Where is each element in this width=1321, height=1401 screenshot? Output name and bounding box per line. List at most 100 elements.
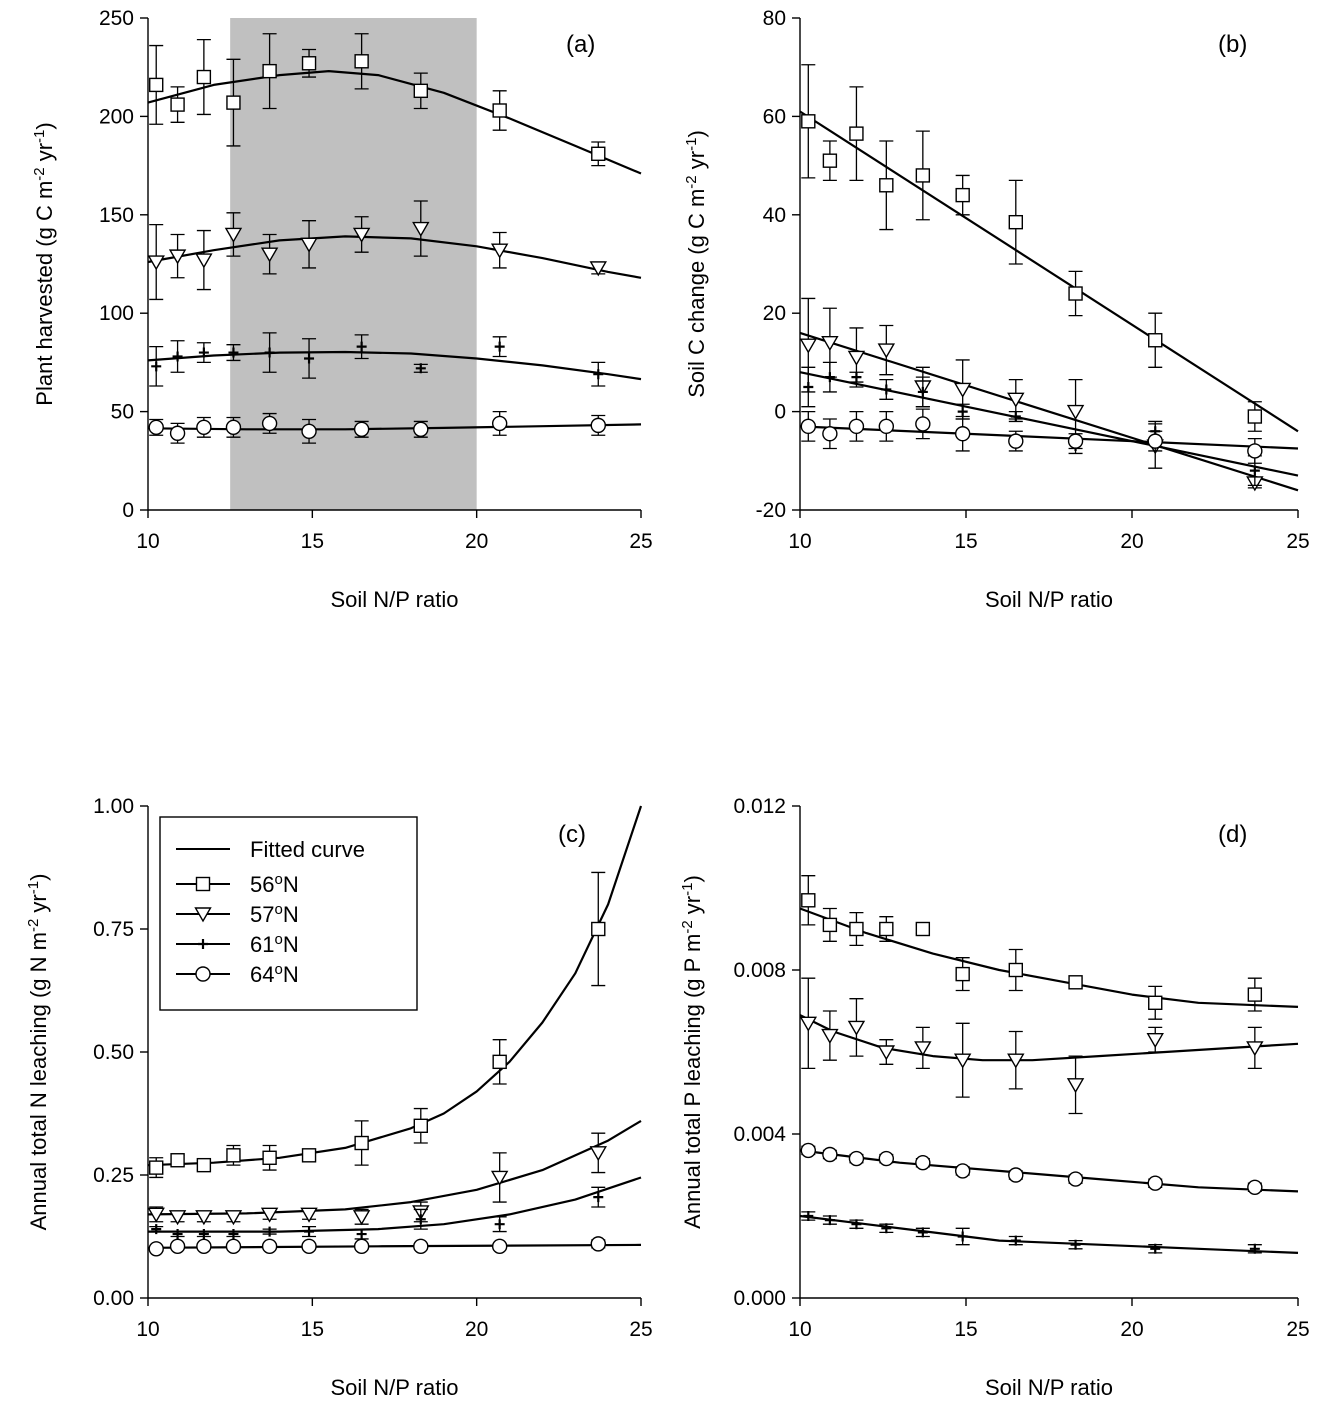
data-point [170,1153,185,1168]
plus-marker [917,386,928,397]
square-marker [149,77,164,93]
data-point [1008,433,1024,449]
square-marker [1247,987,1263,1002]
data-point [953,382,972,398]
data-point [1010,1235,1021,1246]
series-57oN [799,977,1299,1115]
triangle-marker [589,1146,607,1162]
triangle-marker [412,221,430,237]
data-point [800,418,816,435]
data-point [877,1045,896,1061]
square-marker [226,95,241,110]
y-tick-label: 40 [763,204,786,227]
plus-marker [824,1215,835,1226]
plus-marker [1070,1239,1081,1250]
data-point [148,419,164,436]
legend: Fitted curve 56oN 57oN 61oN 64oN [159,816,418,1011]
circle-marker [195,966,211,982]
square-marker [1068,975,1083,990]
circle-marker [261,415,278,432]
data-point [198,347,209,358]
data-point [300,237,318,253]
plus-marker [304,353,315,364]
data-point [955,187,970,203]
square-marker [301,1148,317,1163]
plus-marker [264,347,275,358]
data-point [851,372,862,383]
data-point [413,1118,428,1134]
panel-b: 10 15 20 25 -20 0 20 40 60 80 Soil N/P ratio Soil C… [683,7,1310,612]
circle-marker [353,1238,370,1255]
square-marker [413,1118,428,1134]
square-marker [1008,962,1023,978]
data-point [1150,1243,1161,1254]
data-point [800,1142,816,1159]
data-point [195,253,213,269]
plus-marker [881,384,892,395]
square-marker [801,114,816,129]
data-point [957,1231,968,1242]
triangle-marker [490,243,509,259]
y-tick-label: 0 [122,499,134,522]
square-marker [301,56,317,71]
data-point [262,1150,277,1165]
x-tick-label: 15 [301,1318,324,1341]
triangle-marker [195,1210,213,1226]
data-point [1007,392,1025,408]
triangle-marker [1007,392,1025,408]
triangle-marker [224,1210,243,1226]
plus-marker [198,347,209,358]
data-point [1146,1032,1164,1049]
data-point [492,103,507,118]
triangle-marker [352,1210,371,1226]
data-point [799,1016,818,1032]
data-point [954,1163,971,1179]
y-tick-label: 100 [99,302,134,325]
square-marker [413,83,428,99]
circle-marker [301,423,317,439]
y-tick-label: 0.25 [93,1164,134,1187]
data-point [1010,411,1021,422]
x-axis-title: Soil N/P ratio [331,1375,459,1400]
square-marker [1148,995,1163,1010]
data-point [168,1210,187,1226]
data-point [491,415,508,432]
fitted-curve [799,331,1299,492]
square-marker [196,1157,212,1173]
data-point [878,418,895,435]
circle-marker [915,1154,931,1171]
data-point [877,343,896,359]
data-point [151,1224,162,1235]
plus-marker [151,361,162,372]
plus-marker [957,406,968,417]
plus-marker [228,347,239,358]
data-point [878,1150,895,1167]
x-axis-title: Soil N/P ratio [985,587,1113,612]
triangle-marker [914,1041,932,1057]
data-point [224,227,243,243]
circle-marker [590,417,606,434]
square-marker [879,178,894,193]
triangle-marker [147,1207,165,1223]
data-point [915,921,931,937]
data-point [261,415,278,432]
data-point [225,1238,242,1255]
data-point [1068,286,1083,301]
data-point [822,153,838,168]
square-marker [170,97,185,112]
triangle-marker [1066,404,1085,421]
legend-marker [195,966,211,982]
square-marker [915,921,931,937]
circle-marker [878,418,895,435]
fitted-curve [147,235,642,279]
triangle-marker [1007,1053,1025,1069]
data-point [228,1229,239,1240]
plus-marker [494,1219,505,1230]
data-point [1148,333,1163,348]
data-point [851,1219,862,1230]
panel-tag: (c) [558,821,586,848]
square-marker [879,921,894,937]
circle-marker [1067,1171,1084,1187]
x-tick-label: 20 [1120,530,1143,553]
